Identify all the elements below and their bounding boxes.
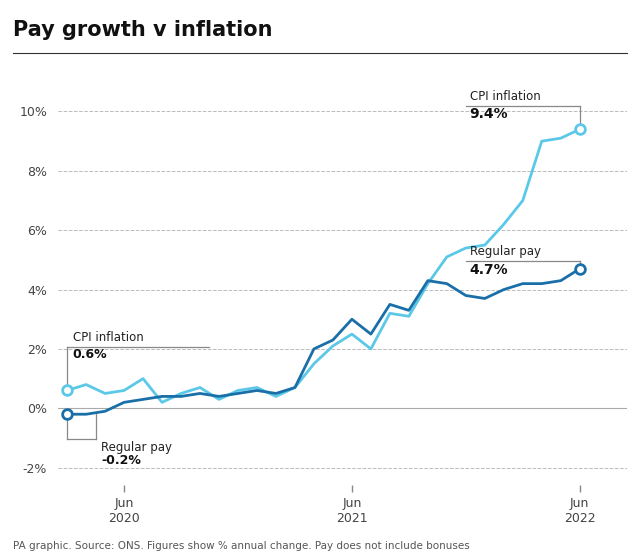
Text: 4.7%: 4.7%	[470, 263, 508, 277]
Text: CPI inflation: CPI inflation	[73, 331, 143, 344]
Text: Pay growth v inflation: Pay growth v inflation	[13, 20, 272, 40]
Text: 9.4%: 9.4%	[470, 107, 508, 121]
Text: Regular pay: Regular pay	[101, 441, 172, 454]
Text: PA graphic. Source: ONS. Figures show % annual change. Pay does not include bonu: PA graphic. Source: ONS. Figures show % …	[13, 541, 470, 551]
Text: -0.2%: -0.2%	[101, 454, 141, 467]
Text: 0.6%: 0.6%	[73, 348, 108, 361]
Text: Regular pay: Regular pay	[470, 246, 541, 258]
Text: CPI inflation: CPI inflation	[470, 90, 540, 103]
